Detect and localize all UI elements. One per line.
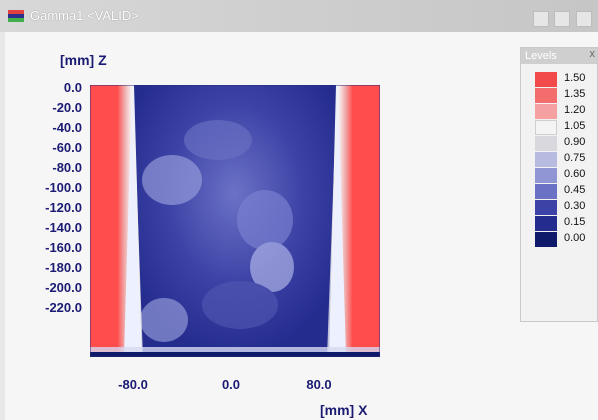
levels-close-button[interactable]: x [589, 48, 596, 60]
x-tick-label: -80.0 [118, 377, 148, 392]
y-tick-label: -220.0 [45, 300, 82, 315]
level-label: 0.00 [564, 232, 586, 244]
level-label: 0.45 [564, 184, 586, 196]
minimize-button[interactable] [532, 11, 549, 27]
window-controls [531, 7, 592, 39]
gamma-heatmap [90, 85, 380, 357]
level-label: 1.50 [564, 72, 586, 84]
y-tick-label: -140.0 [45, 220, 82, 235]
level-swatch [535, 168, 557, 183]
close-button[interactable] [576, 11, 592, 27]
level-swatch [535, 216, 557, 231]
y-tick-label: -20.0 [52, 100, 82, 115]
y-tick-label: -40.0 [52, 120, 82, 135]
level-swatch [535, 104, 557, 119]
x-tick-label: 0.0 [221, 377, 241, 392]
level-swatch [535, 232, 557, 247]
level-label: 1.05 [564, 120, 586, 132]
level-label: 1.20 [564, 104, 586, 116]
y-tick-label: -160.0 [45, 240, 82, 255]
window-title: Gamma1 <VALID> [30, 8, 139, 23]
y-tick-label: -200.0 [45, 280, 82, 295]
y-tick-label: -60.0 [52, 140, 82, 155]
level-label: 0.90 [564, 136, 586, 148]
level-label: 1.35 [564, 88, 586, 100]
gamma-plot-area: [mm] Z [mm] X 0.0 -20.0 -40.0 -60.0 -80.… [0, 32, 520, 420]
window-titlebar[interactable]: Gamma1 <VALID> [0, 0, 598, 32]
heatmap-texture [140, 120, 294, 342]
y-axis-label: [mm] Z [60, 52, 107, 68]
y-tick-label: -120.0 [45, 200, 82, 215]
level-swatch [535, 152, 557, 167]
y-tick-label: -180.0 [45, 260, 82, 275]
level-label: 0.30 [564, 200, 586, 212]
window-frame-left [0, 32, 5, 420]
level-swatch [535, 72, 557, 87]
y-tick-label: 0.0 [63, 80, 82, 95]
level-swatch [535, 136, 557, 151]
level-label: 0.75 [564, 152, 586, 164]
levels-legend[interactable]: Levels x 1.50 1.35 1.20 1.05 0.90 0.75 0… [520, 47, 598, 322]
level-swatch [535, 200, 557, 215]
y-tick-label: -100.0 [45, 180, 82, 195]
level-swatch [535, 120, 557, 135]
maximize-button[interactable] [554, 11, 571, 27]
x-axis-label: [mm] X [320, 402, 368, 418]
level-swatch [535, 184, 557, 199]
level-swatch [535, 88, 557, 103]
level-label: 0.60 [564, 168, 586, 180]
window-icon [8, 10, 24, 22]
levels-title: Levels [521, 48, 597, 64]
level-label: 0.15 [564, 216, 586, 228]
x-tick-label: 80.0 [306, 377, 332, 392]
y-tick-label: -80.0 [52, 160, 82, 175]
